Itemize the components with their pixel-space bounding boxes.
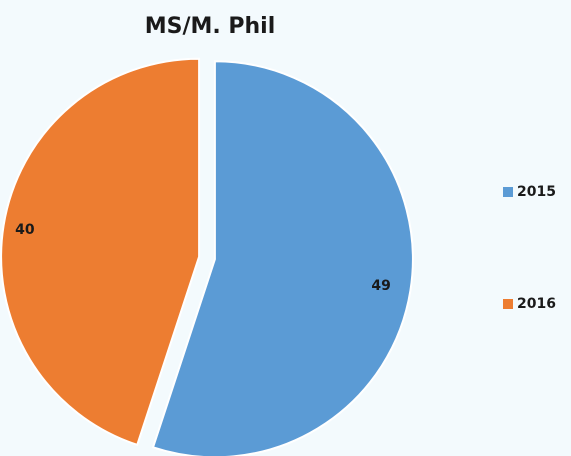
legend-label-2015: 2015 <box>517 184 556 200</box>
legend-label-2016: 2016 <box>517 296 556 312</box>
pie-data-labels: 49 40 <box>15 222 391 294</box>
pie-slice-2015 <box>151 60 414 456</box>
legend-item-2016: 2016 <box>503 296 556 312</box>
legend-swatch-2015 <box>503 187 513 197</box>
legend-swatch-2016 <box>503 299 513 309</box>
chart-title: MS/M. Phil <box>144 14 276 39</box>
data-label-2015: 49 <box>371 278 390 294</box>
pie-slices <box>0 57 414 456</box>
data-label-2016: 40 <box>15 222 35 238</box>
legend-item-2015: 2015 <box>503 184 556 200</box>
pie-slice-2016 <box>0 57 201 447</box>
